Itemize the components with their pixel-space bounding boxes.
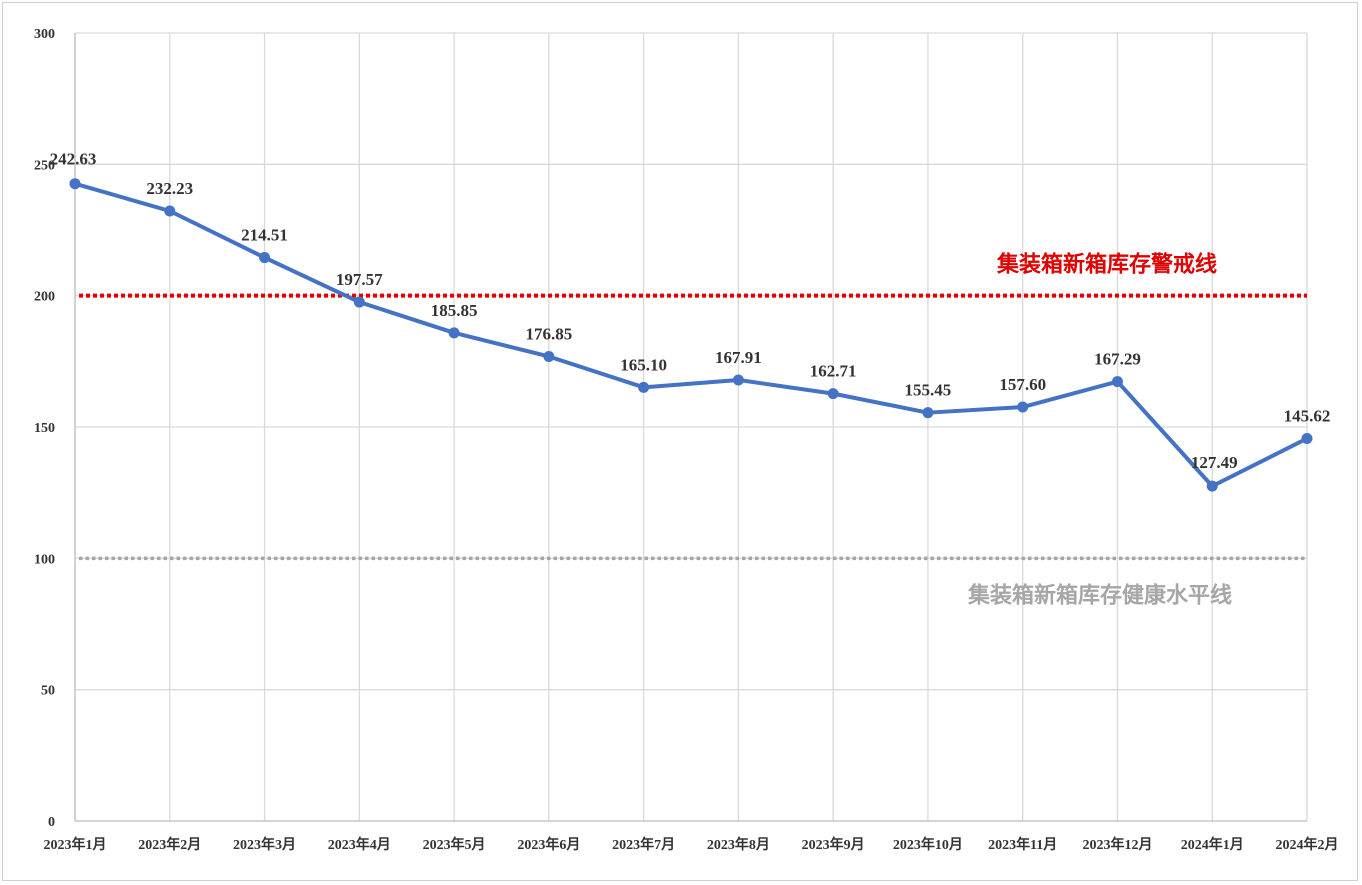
data-point xyxy=(259,252,271,264)
data-label: 232.23 xyxy=(146,179,193,198)
data-label: 157.60 xyxy=(999,375,1046,394)
y-tick-label: 200 xyxy=(34,290,55,305)
data-label: 197.57 xyxy=(336,270,383,289)
x-tick-label: 2023年1月 xyxy=(44,836,107,853)
y-tick-label: 250 xyxy=(34,158,55,173)
y-tick-label: 50 xyxy=(41,684,55,699)
x-tick-label: 2023年9月 xyxy=(802,836,865,853)
x-tick-label: 2023年12月 xyxy=(1082,836,1152,853)
data-point xyxy=(732,374,744,386)
series-inventory xyxy=(69,178,1313,492)
x-tick-label: 2023年8月 xyxy=(707,836,770,853)
data-point xyxy=(164,205,176,217)
data-label: 162.71 xyxy=(810,362,857,381)
y-tick-label: 150 xyxy=(34,421,55,436)
data-label: 242.63 xyxy=(50,150,97,169)
x-tick-label: 2023年2月 xyxy=(138,836,201,853)
warning-line-label: 集装箱新箱库存警戒线 xyxy=(996,252,1217,278)
data-label: 155.45 xyxy=(905,381,952,400)
gridlines xyxy=(74,32,1308,822)
x-tick-label: 2023年3月 xyxy=(233,836,296,853)
x-axis-ticks: 2023年1月 2023年2月 2023年3月 2023年4月 2023年5月 2023年… xyxy=(44,836,1339,853)
y-axis-ticks: 0 50 100 150 200 250 300 xyxy=(34,27,55,830)
x-tick-label: 2023年6月 xyxy=(517,836,580,853)
y-tick-label: 300 xyxy=(34,27,55,42)
data-point xyxy=(69,178,81,190)
data-label: 165.10 xyxy=(620,355,667,374)
data-point xyxy=(448,327,460,339)
data-label: 167.29 xyxy=(1094,350,1141,369)
y-tick-label: 0 xyxy=(48,815,55,830)
data-point xyxy=(1301,433,1313,445)
healthy-line-label: 集装箱新箱库存健康水平线 xyxy=(967,582,1232,608)
data-point xyxy=(1111,376,1123,388)
x-tick-label: 2024年1月 xyxy=(1181,836,1244,853)
x-tick-label: 2023年10月 xyxy=(893,836,963,853)
data-point xyxy=(1017,401,1029,413)
x-tick-label: 2023年7月 xyxy=(612,836,675,853)
data-labels: 242.63 232.23 214.51 197.57 185.85 176.85 165.… xyxy=(50,150,1331,472)
x-tick-label: 2023年5月 xyxy=(423,836,486,853)
data-label: 127.49 xyxy=(1191,453,1238,472)
x-tick-label: 2024年2月 xyxy=(1276,836,1339,853)
data-label: 176.85 xyxy=(525,324,572,343)
data-label: 167.91 xyxy=(715,348,762,367)
data-point xyxy=(827,388,839,400)
data-point xyxy=(353,296,365,308)
data-point xyxy=(922,407,934,419)
data-label: 185.85 xyxy=(431,301,478,320)
series-line xyxy=(73,181,1309,489)
x-tick-label: 2023年11月 xyxy=(988,836,1057,853)
data-point xyxy=(543,350,555,362)
data-label: 214.51 xyxy=(241,226,288,245)
data-point xyxy=(1206,480,1218,492)
data-point xyxy=(638,381,650,393)
y-tick-label: 100 xyxy=(34,552,55,567)
data-label: 145.62 xyxy=(1284,407,1331,426)
x-tick-label: 2023年4月 xyxy=(328,836,391,853)
